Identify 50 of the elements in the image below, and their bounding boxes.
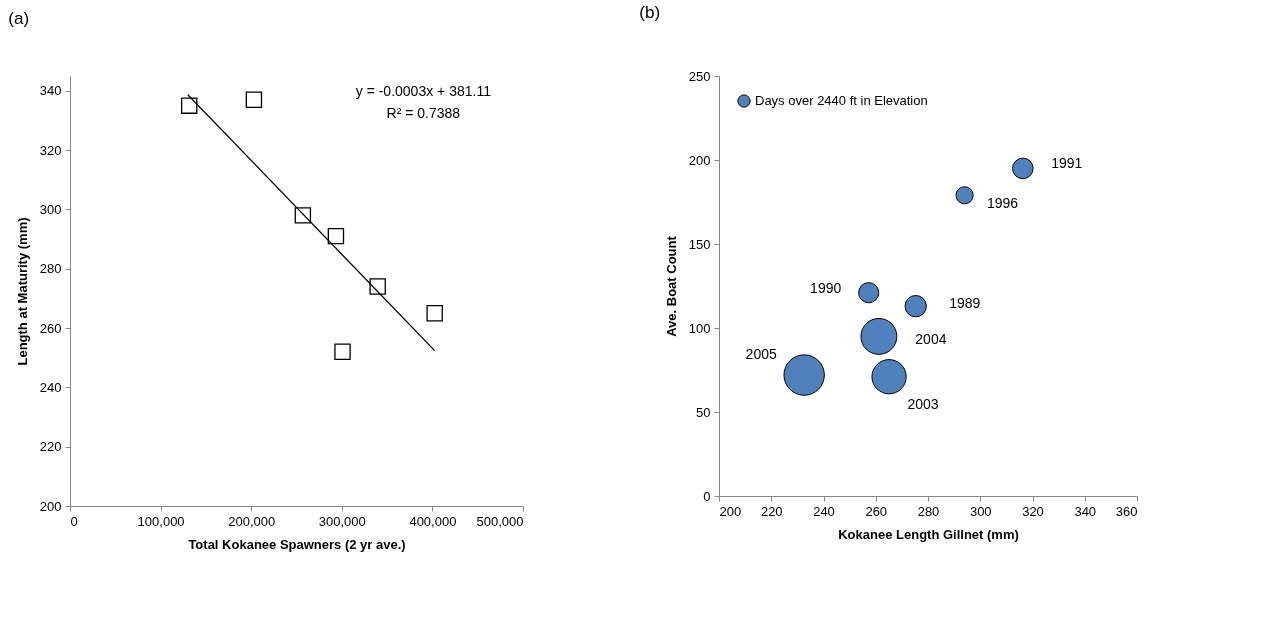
annotation: 2004 [915, 331, 947, 348]
x-tick-label: 340 [1074, 503, 1097, 519]
annotation: 2003 [907, 395, 939, 412]
y-tick-label: 300 [39, 201, 62, 217]
annotation: 2005 [745, 346, 777, 363]
y-tick-label: 260 [39, 320, 62, 336]
annotation: R² = 0.7388 [386, 105, 461, 121]
x-tick-label: 280 [917, 503, 940, 519]
point [245, 91, 263, 108]
point [369, 278, 386, 295]
annotation: y = -0.0003x + 381.11 [355, 83, 492, 99]
y-axis-title: Length at Maturity (mm) [14, 217, 30, 366]
point [334, 343, 351, 361]
annotation: 1996 [987, 195, 1019, 212]
legend-label: Days over 2440 ft in Elevation [755, 93, 928, 108]
y-axis-title: Ave. Boat Count [663, 235, 679, 337]
y-tick-label: 220 [39, 439, 62, 455]
y-tick-label: 340 [39, 83, 62, 99]
point [181, 97, 198, 114]
y-tick-label: 100 [688, 320, 711, 336]
annotation: 1989 [949, 295, 981, 312]
x-tick-label: 300,000 [318, 513, 366, 529]
x-tick-label: 100,000 [137, 513, 185, 529]
y-tick-label: 240 [39, 379, 62, 395]
x-tick-label: 200,000 [228, 513, 276, 529]
y-tick-label: 150 [688, 236, 711, 252]
annotation: 1990 [810, 279, 842, 296]
x-tick-label: 500,000 [476, 513, 524, 529]
point [426, 305, 443, 322]
x-tick-label: 360 [1115, 503, 1138, 519]
point [327, 227, 345, 245]
x-tick-label: 400,000 [409, 513, 457, 529]
chart-title: (a) [8, 9, 30, 28]
x-tick-label: 220 [760, 503, 783, 519]
x-tick-label: 260 [865, 503, 888, 519]
y-tick-label: 0 [703, 488, 711, 504]
y-tick-label: 320 [39, 142, 62, 158]
y-tick-label: 50 [696, 404, 711, 420]
x-axis-title: Kokanee Length Gillnet (mm) [838, 526, 1019, 542]
x-tick-label: 200 [719, 503, 742, 519]
x-tick-label: 0 [70, 513, 78, 529]
y-tick-label: 280 [39, 261, 62, 277]
x-axis-title: Total Kokanee Spawners (2 yr ave.) [188, 536, 406, 552]
chart-title: (b) [639, 3, 661, 22]
y-tick-label: 200 [688, 152, 711, 168]
annotation: 1991 [1051, 155, 1083, 172]
x-tick-label: 320 [1022, 503, 1044, 519]
x-tick-label: 240 [813, 503, 835, 519]
x-tick-label: 300 [969, 503, 992, 519]
y-tick-label: 250 [688, 68, 711, 84]
